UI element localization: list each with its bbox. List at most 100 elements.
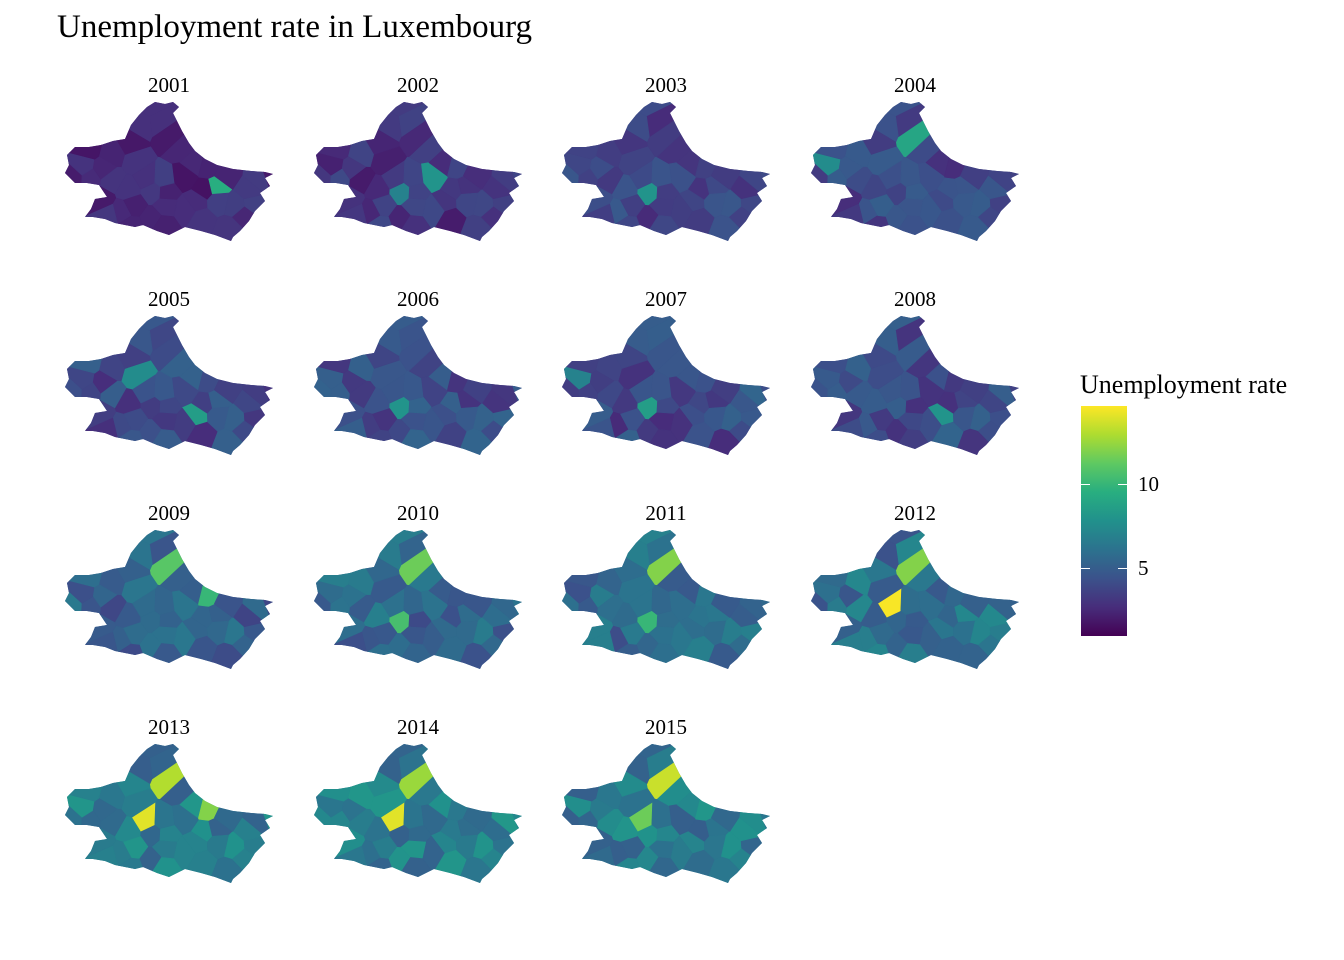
legend-title: Unemployment rate [1080,370,1288,399]
commune-region [599,102,699,117]
legend-tick-label: 10 [1138,471,1159,496]
panel-year-label: 2015 [645,715,687,739]
commune-region [453,856,515,883]
map-panel-2010: 2010 [314,501,554,701]
commune-region [204,428,266,455]
commune-region [562,102,605,160]
commune-region [599,316,699,331]
luxembourg-choropleth-map [562,530,770,669]
commune-region [562,744,605,802]
chart-title: Unemployment rate in Luxembourg [57,9,533,45]
commune-region [123,194,149,217]
map-panel-2003: 2003 [562,73,802,273]
luxembourg-choropleth-map [65,744,273,883]
commune-region [372,622,398,645]
commune-region [591,530,650,571]
luxembourg-choropleth-map [562,102,770,241]
commune-region [840,316,899,357]
commune-region [591,744,650,785]
commune-region [102,530,202,545]
commune-region [102,744,202,759]
luxembourg-choropleth-map [811,102,1019,241]
luxembourg-choropleth-map [811,316,1019,455]
commune-region [94,102,153,143]
panel-year-label: 2014 [397,715,439,739]
commune-region [950,642,1012,669]
commune-region [840,530,899,571]
panel-year-label: 2002 [397,73,439,97]
commune-region [869,622,895,645]
panel-year-label: 2010 [397,501,439,525]
commune-region [65,316,108,374]
luxembourg-choropleth-map [562,316,770,455]
commune-region [701,214,763,241]
commune-region [848,530,948,545]
luxembourg-choropleth-map [562,744,770,883]
commune-region [65,744,108,802]
panel-year-label: 2001 [148,73,190,97]
map-panel-2004: 2004 [811,73,1051,273]
luxembourg-choropleth-map [65,102,273,241]
map-facet-grid: 2001 2002 2003 2004 2005 2006 2007 2008 2009 2010… [65,73,1051,915]
map-panel-2014: 2014 [314,715,554,915]
commune-region [620,836,646,859]
commune-region [720,830,742,860]
commune-region [204,856,266,883]
commune-region [869,194,895,217]
commune-region [811,530,854,588]
commune-region [701,856,763,883]
commune-region [599,744,699,759]
map-panel-2013: 2013 [65,715,305,915]
commune-region [351,102,451,117]
map-panel-2012: 2012 [811,501,1051,701]
panel-year-label: 2011 [645,501,687,525]
commune-region [343,530,402,571]
panel-year-label: 2005 [148,287,190,311]
panel-year-label: 2012 [894,501,936,525]
commune-region [453,642,515,669]
map-panel-2011: 2011 [562,501,802,701]
commune-region [65,102,108,160]
commune-region [950,428,1012,455]
commune-region [840,102,899,143]
map-panel-2015: 2015 [562,715,802,915]
commune-region [123,836,149,859]
commune-region [94,530,153,571]
commune-region [343,744,402,785]
luxembourg-choropleth-map [65,316,273,455]
luxembourg-choropleth-map [314,316,522,455]
panel-year-label: 2007 [645,287,687,311]
luxembourg-choropleth-map [811,530,1019,669]
commune-region [562,316,605,374]
commune-region [314,316,357,374]
commune-region [969,188,991,218]
commune-region [351,530,451,545]
commune-region [472,402,494,432]
commune-region [720,402,742,432]
map-panel-2005: 2005 [65,287,305,487]
legend-tick-mark-left [1081,568,1090,570]
luxembourg-choropleth-map [314,744,522,883]
panel-year-label: 2003 [645,73,687,97]
luxembourg-choropleth-map [314,102,522,241]
commune-region [472,188,494,218]
map-panel-2001: 2001 [65,73,305,273]
legend-colorbar [1081,406,1127,636]
commune-region [223,402,245,432]
commune-region [94,316,153,357]
commune-region [223,188,245,218]
commune-region [223,616,245,646]
legend-tick-mark-right [1118,483,1127,485]
commune-region [701,428,763,455]
commune-region [314,530,357,588]
commune-region [204,214,266,241]
commune-region [720,188,742,218]
commune-region [453,428,515,455]
luxembourg-choropleth-map [314,530,522,669]
commune-region [343,102,402,143]
panel-year-label: 2006 [397,287,439,311]
commune-region [372,408,398,431]
commune-region [372,836,398,859]
luxembourg-choropleth-map [65,530,273,669]
commune-region [472,616,494,646]
